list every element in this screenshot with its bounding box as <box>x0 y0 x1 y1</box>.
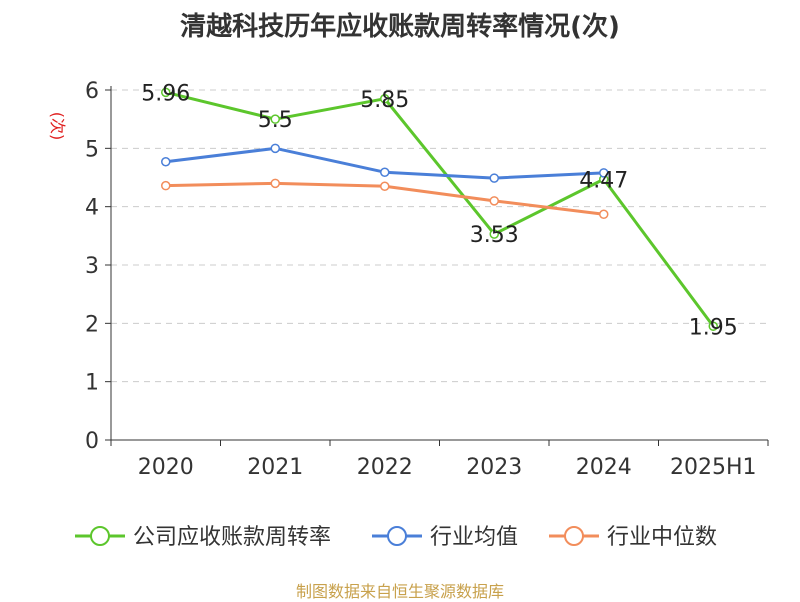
y-tick-label: 4 <box>85 196 99 221</box>
data-point <box>270 114 280 124</box>
data-point <box>161 180 171 191</box>
legend-label: 行业均值 <box>430 525 518 550</box>
y-tick-label: 0 <box>85 429 99 454</box>
data-point <box>270 178 280 189</box>
data-label: 4.47 <box>579 168 628 193</box>
data-point <box>380 181 390 191</box>
data-point <box>161 87 171 98</box>
data-point <box>489 196 499 206</box>
data-label: 1.95 <box>689 315 738 340</box>
data-label: 5.5 <box>258 108 293 133</box>
y-tick-label: 3 <box>85 254 99 279</box>
data-point <box>489 173 499 183</box>
series-line <box>165 90 715 328</box>
y-axis-label: (次) <box>48 112 67 141</box>
y-tick-label: 5 <box>85 137 99 162</box>
legend-marker <box>90 526 110 546</box>
data-point <box>380 94 390 104</box>
data-point <box>708 321 718 331</box>
legend-label: 行业中位数 <box>607 525 717 550</box>
legend-marker <box>564 526 584 546</box>
data-label: 5.96 <box>141 81 190 106</box>
y-tick-label: 6 <box>85 79 99 104</box>
x-tick-label: 2025H1 <box>670 455 757 480</box>
y-tick-label: 1 <box>85 371 99 396</box>
data-point <box>489 229 499 239</box>
data-label: 3.53 <box>470 223 519 248</box>
data-point <box>161 157 171 167</box>
legend-label: 公司应收账款周转率 <box>133 525 331 550</box>
chart-title: 清越科技历年应收账款周转率情况(次) <box>180 12 620 42</box>
data-label: 5.85 <box>360 88 409 113</box>
x-tick-label: 2021 <box>247 455 303 480</box>
data-point <box>599 168 609 178</box>
y-tick-label: 2 <box>85 312 99 337</box>
x-tick-label: 2020 <box>138 455 194 480</box>
source-note: 制图数据来自恒生聚源数据库 <box>295 582 504 601</box>
data-point <box>270 143 280 154</box>
x-tick-label: 2022 <box>357 455 413 480</box>
x-tick-label: 2024 <box>576 455 632 480</box>
data-point <box>380 167 390 177</box>
x-tick-label: 2023 <box>466 455 522 480</box>
legend-marker <box>387 526 407 546</box>
data-point <box>599 209 609 219</box>
